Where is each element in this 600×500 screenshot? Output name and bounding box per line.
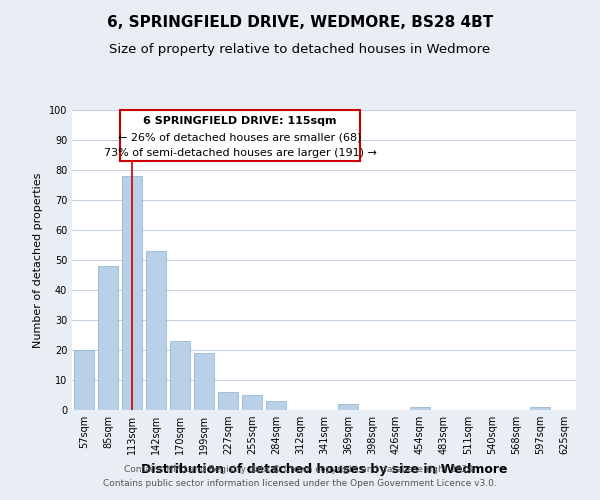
FancyBboxPatch shape	[120, 110, 360, 161]
Text: Size of property relative to detached houses in Wedmore: Size of property relative to detached ho…	[109, 42, 491, 56]
Bar	[170, 341, 190, 410]
X-axis label: Distribution of detached houses by size in Wedmore: Distribution of detached houses by size …	[141, 462, 507, 475]
Text: Contains HM Land Registry data © Crown copyright and database right 2024.
Contai: Contains HM Land Registry data © Crown c…	[103, 466, 497, 487]
Bar	[146, 251, 166, 410]
Bar	[98, 266, 118, 410]
Text: 73% of semi-detached houses are larger (191) →: 73% of semi-detached houses are larger (…	[104, 148, 376, 158]
Bar	[266, 401, 286, 410]
Bar	[218, 392, 238, 410]
Text: ← 26% of detached houses are smaller (68): ← 26% of detached houses are smaller (68…	[118, 132, 362, 142]
Bar	[338, 404, 358, 410]
Bar	[74, 350, 94, 410]
Bar	[530, 407, 550, 410]
Y-axis label: Number of detached properties: Number of detached properties	[33, 172, 43, 348]
Bar	[122, 176, 142, 410]
Bar	[410, 407, 430, 410]
Bar	[194, 353, 214, 410]
Bar	[242, 395, 262, 410]
Text: 6, SPRINGFIELD DRIVE, WEDMORE, BS28 4BT: 6, SPRINGFIELD DRIVE, WEDMORE, BS28 4BT	[107, 15, 493, 30]
Text: 6 SPRINGFIELD DRIVE: 115sqm: 6 SPRINGFIELD DRIVE: 115sqm	[143, 116, 337, 126]
